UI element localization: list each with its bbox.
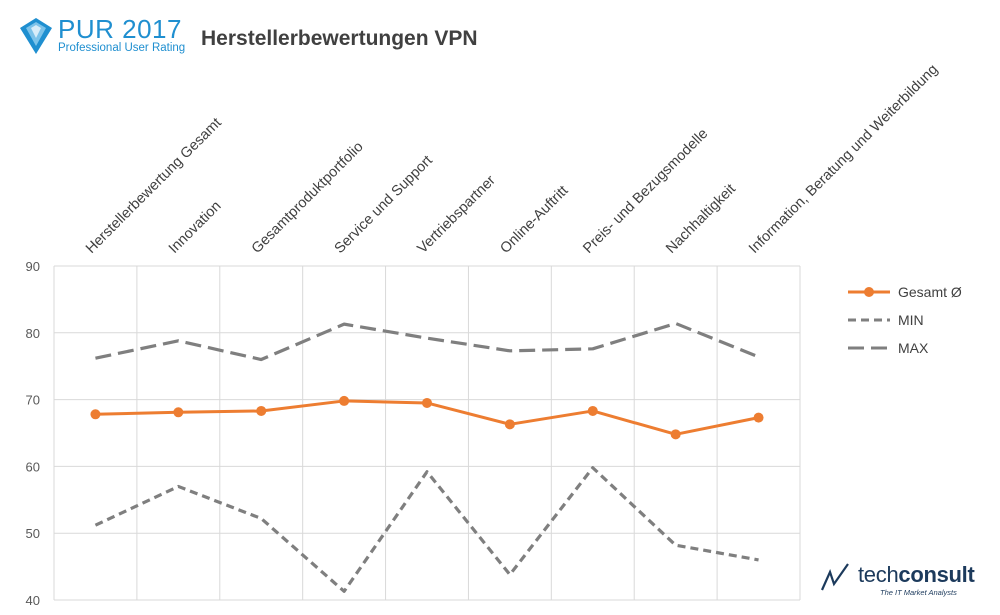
x-tick-label: Vertriebspartner	[415, 172, 499, 256]
pur-logo-icon	[20, 18, 52, 54]
x-tick-label: Online-Auftritt	[497, 183, 571, 257]
pur-logo: PUR 2017 Professional User Rating	[58, 16, 185, 55]
techconsult-swoosh-icon	[820, 563, 849, 591]
chart-series	[90, 321, 764, 593]
data-point-gesamt	[670, 429, 681, 440]
brand-light: tech	[858, 562, 899, 587]
data-point-gesamt	[587, 405, 598, 416]
data-point-gesamt	[753, 412, 764, 423]
data-point-gesamt	[90, 409, 101, 420]
data-point-gesamt	[339, 395, 350, 406]
x-tick-label: Herstellerbewertung Gesamt	[83, 115, 225, 257]
page-title: Herstellerbewertungen VPN	[201, 27, 478, 50]
y-tick-label: 70	[26, 393, 40, 408]
brand-bold: consult	[898, 562, 975, 587]
data-point-gesamt	[422, 397, 432, 408]
chart-legend: Gesamt Ø MIN MAX	[848, 284, 962, 356]
legend-marker	[864, 287, 874, 297]
legend-label: Gesamt Ø	[898, 284, 962, 300]
x-tick-label: Information, Beratung und Weiterbildung	[746, 62, 941, 257]
brand-tagline: The IT Market Analysts	[880, 588, 957, 597]
x-tick-label: Innovation	[166, 198, 225, 257]
y-tick-label: 40	[26, 593, 40, 608]
series-line-max	[95, 321, 760, 362]
legend-label: MAX	[898, 340, 929, 356]
y-axis: 40 50 60 70 80 90	[26, 259, 40, 608]
y-tick-label: 80	[26, 326, 40, 341]
y-tick-label: 50	[26, 526, 40, 541]
series-line-min	[94, 466, 759, 593]
y-tick-label: 60	[26, 459, 40, 474]
data-point-gesamt	[504, 419, 515, 430]
x-tick-label: Nachhaltigkeit	[663, 181, 739, 257]
data-point-gesamt	[173, 407, 184, 418]
data-point-gesamt	[256, 405, 267, 416]
techconsult-logo: techconsult	[858, 562, 975, 588]
logo-subtitle: Professional User Rating	[58, 42, 186, 54]
y-tick-label: 90	[26, 259, 40, 274]
logo-title: PUR 2017	[58, 14, 182, 44]
legend-label: MIN	[898, 312, 924, 328]
